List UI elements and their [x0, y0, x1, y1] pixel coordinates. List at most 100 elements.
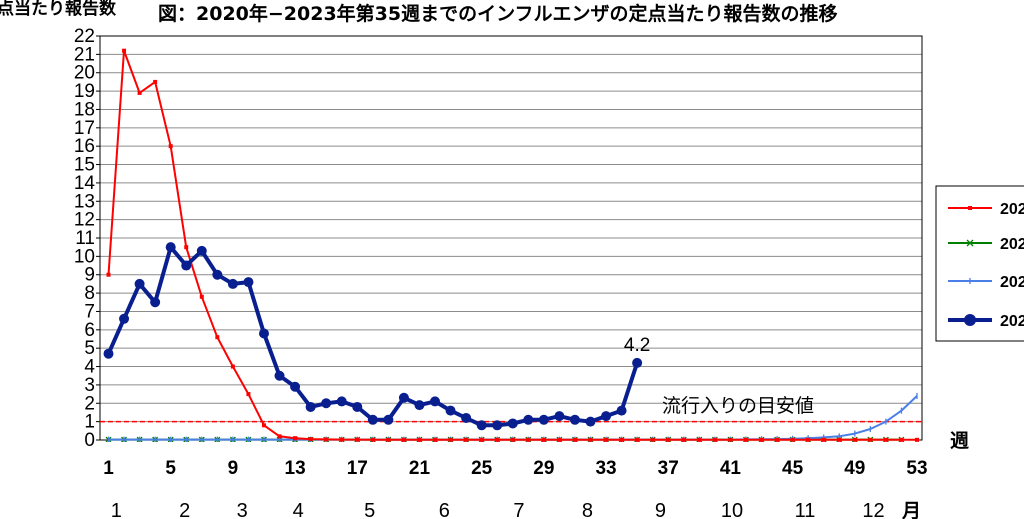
x-tick-label: 41: [720, 458, 742, 479]
y-tick-label: 21: [74, 44, 95, 65]
data-point: [743, 437, 748, 442]
y-tick-label: 4: [84, 357, 95, 378]
data-point: [165, 242, 176, 253]
x-tick-label: 29: [533, 458, 554, 479]
data-point: [728, 437, 733, 442]
y-tick-label: 12: [74, 210, 95, 231]
x-axis-unit-label: 週: [950, 430, 969, 452]
data-point: [277, 434, 282, 439]
data-point: [806, 437, 811, 442]
data-point: [588, 437, 593, 442]
data-point: [305, 401, 316, 412]
data-point: [261, 423, 266, 428]
y-tick-label: 6: [84, 320, 95, 341]
data-point: [386, 437, 391, 442]
y-tick-label: 0: [84, 430, 95, 451]
x-tick-label: 1: [103, 458, 114, 479]
data-point: [383, 414, 394, 425]
data-point: [153, 79, 158, 84]
threshold-label: 流行入りの目安値: [662, 395, 814, 417]
data-point: [199, 294, 204, 299]
data-point: [134, 278, 145, 289]
y-tick-label: 9: [84, 265, 95, 286]
y-tick-label: 8: [84, 283, 95, 304]
data-point: [557, 437, 562, 442]
legend-marker: [968, 206, 972, 210]
data-point: [274, 370, 285, 381]
data-point: [569, 414, 580, 425]
data-point: [619, 437, 624, 442]
y-tick-label: 2: [84, 393, 95, 414]
legend-box: [935, 185, 1024, 342]
data-point: [414, 400, 425, 411]
data-point: [915, 437, 919, 442]
data-point: [106, 272, 111, 277]
data-point: [321, 398, 332, 409]
month-label: 2: [179, 500, 190, 519]
data-point: [355, 437, 360, 442]
legend: 202 202 202 202: [935, 185, 1024, 342]
data-point: [541, 437, 546, 442]
y-tick-label: 19: [74, 81, 95, 102]
month-unit-label: 月: [901, 500, 921, 519]
data-point: [635, 437, 640, 442]
data-point: [336, 396, 347, 407]
y-tick-label: 1: [84, 412, 95, 433]
data-point: [230, 364, 235, 369]
data-point: [899, 437, 904, 442]
data-point: [712, 437, 717, 442]
y-tick-label: 7: [84, 301, 95, 322]
data-point: [137, 90, 142, 95]
data-point: [479, 437, 484, 442]
data-point: [398, 392, 409, 403]
data-point: [367, 414, 378, 425]
month-label: 10: [721, 500, 743, 519]
month-label: 11: [795, 500, 816, 519]
y-tick-label: 13: [74, 191, 95, 212]
data-point: [103, 348, 114, 359]
x-tick-label: 49: [844, 458, 865, 479]
month-label: 7: [513, 500, 524, 519]
x-tick-label: 53: [906, 458, 927, 479]
data-point: [837, 437, 842, 442]
data-point: [523, 414, 534, 425]
legend-marker: [964, 314, 976, 326]
legend-label: 202: [1000, 313, 1024, 330]
data-point: [616, 405, 627, 416]
data-point: [759, 437, 764, 442]
data-point: [461, 412, 472, 423]
y-tick-label: 3: [84, 375, 95, 396]
data-point: [119, 313, 130, 324]
data-point: [445, 405, 456, 416]
data-point: [184, 245, 189, 250]
y-tick-label: 11: [75, 228, 95, 249]
data-point: [339, 437, 344, 442]
data-point: [666, 437, 671, 442]
data-point: [448, 437, 453, 442]
data-point: [632, 357, 643, 368]
y-tick-label: 18: [74, 99, 95, 120]
data-point: [507, 418, 518, 429]
data-point: [495, 437, 500, 442]
data-point: [650, 437, 655, 442]
data-point: [181, 260, 192, 271]
data-point: [243, 277, 254, 288]
data-point: [697, 437, 702, 442]
data-point: [196, 245, 207, 256]
y-tick-label: 10: [74, 246, 95, 267]
series-0: [106, 48, 919, 442]
y-tick-label: 14: [74, 173, 96, 194]
data-point: [538, 414, 549, 425]
data-point: [868, 437, 873, 442]
month-label: 6: [439, 500, 450, 519]
data-point: [554, 411, 565, 422]
x-tick-label: 17: [347, 458, 368, 479]
legend-label: 202: [1000, 274, 1024, 291]
data-point: [883, 437, 888, 442]
data-point: [775, 437, 780, 442]
y-tick-label: 15: [74, 155, 95, 176]
month-label: 5: [364, 500, 375, 519]
month-label: 1: [111, 500, 122, 519]
